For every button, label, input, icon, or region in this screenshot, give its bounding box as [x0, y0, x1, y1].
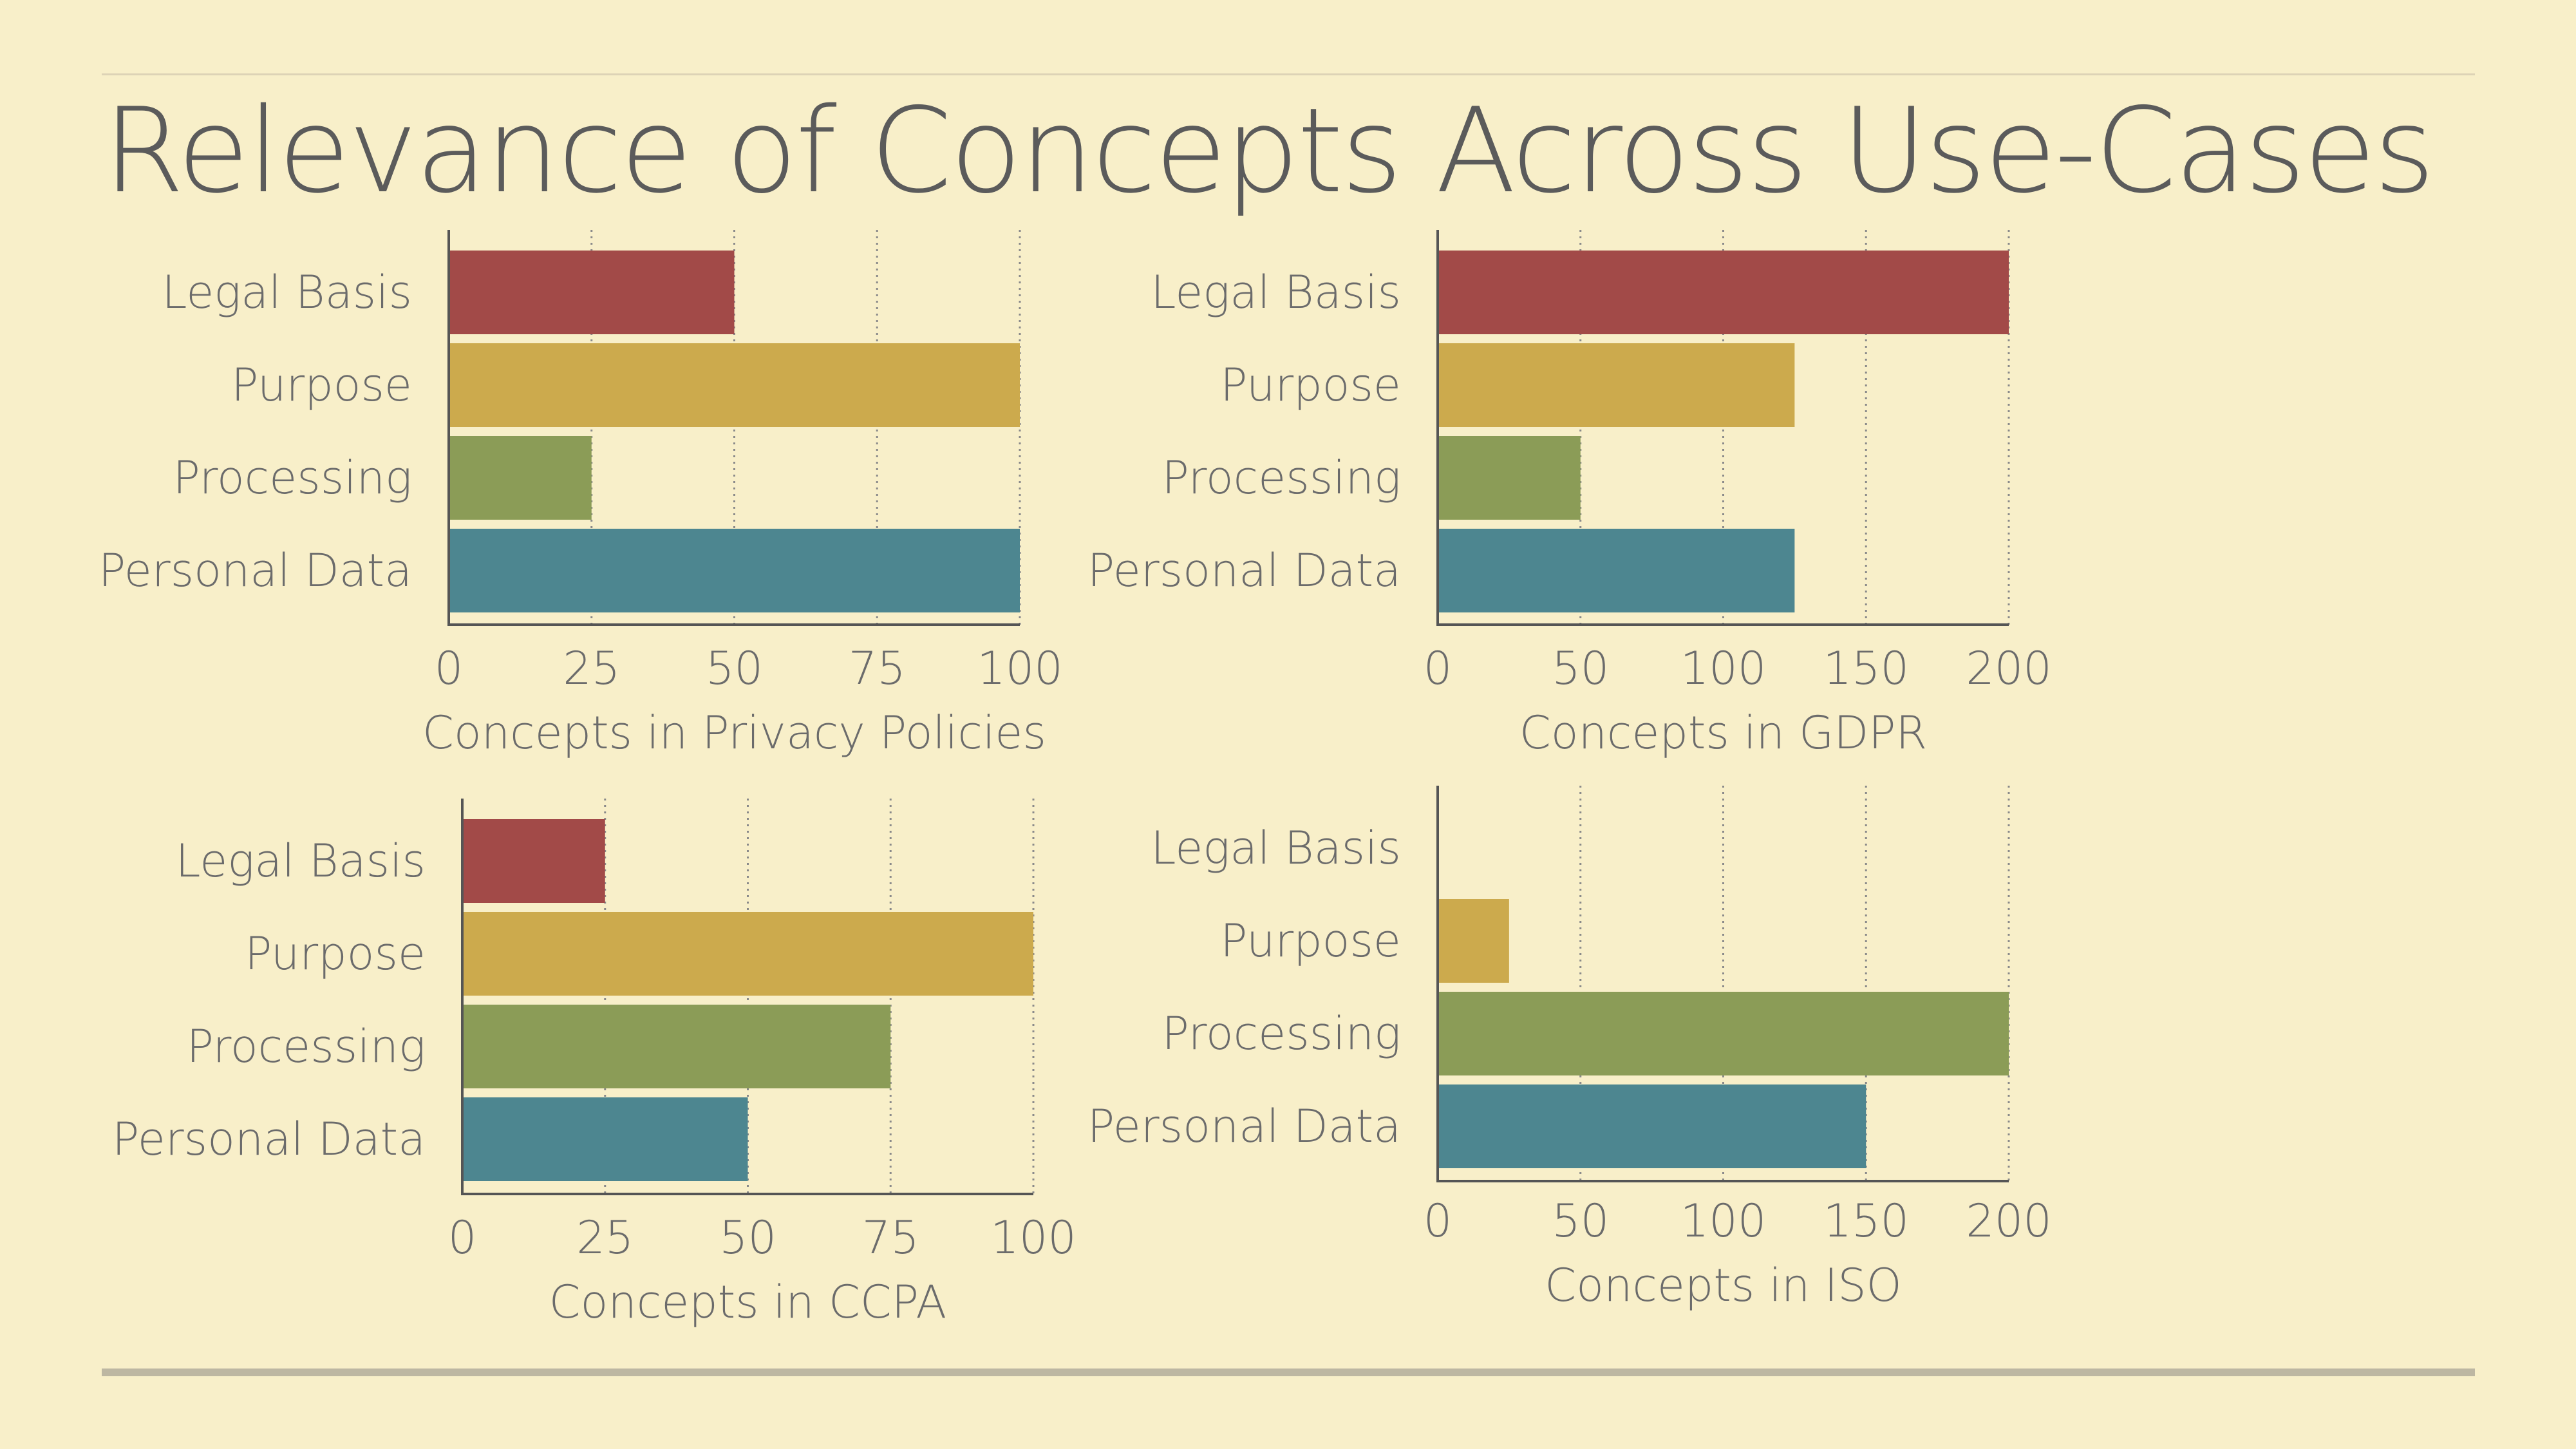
x-tick-label: 0 [1424, 642, 1453, 695]
bar-legal-basis [449, 251, 735, 334]
x-axis-title: Concepts in ISO [1545, 1259, 1901, 1312]
category-label: Legal Basis [175, 835, 426, 887]
x-tick-label: 50 [1552, 1195, 1609, 1247]
x-tick-label: 0 [1424, 1195, 1453, 1247]
bar-legal-basis [1438, 251, 2009, 334]
chart-gdpr: Legal Basis Purpose Processing Personal Dat… [1087, 230, 2052, 759]
x-tick-label: 75 [849, 642, 906, 695]
x-tick-label: 0 [435, 642, 464, 695]
x-tick-label: 200 [1966, 1195, 2052, 1247]
x-tick-label: 75 [862, 1211, 919, 1264]
bar-legal-basis [462, 819, 605, 903]
category-label: Personal Data [112, 1113, 426, 1166]
category-label: Processing [1162, 451, 1401, 504]
bar-processing [1438, 992, 2009, 1075]
slide-title: Relevance of Concepts Across Use-Cases [103, 82, 2435, 219]
bottom-divider [102, 1368, 2475, 1376]
bar-purpose [449, 343, 1020, 427]
bar-purpose [1438, 343, 1795, 427]
category-label: Purpose [245, 927, 426, 980]
chart-privacy-policies: Legal Basis Purpose Processing Personal Dat… [99, 230, 1063, 759]
bar-personal-data [1438, 529, 1795, 612]
category-label: Legal Basis [1151, 822, 1401, 875]
category-label: Processing [187, 1020, 426, 1073]
category-label: Legal Basis [162, 266, 412, 319]
x-tick-label: 50 [1552, 642, 1609, 695]
chart-iso: Legal Basis Purpose Processing Personal Dat… [1087, 786, 2052, 1312]
category-label: Purpose [1220, 359, 1401, 412]
bar-personal-data [1438, 1084, 1866, 1168]
bar-processing [1438, 436, 1581, 520]
category-label: Processing [1162, 1007, 1401, 1060]
x-axis-title: Concepts in Privacy Policies [422, 706, 1046, 759]
bar-processing [462, 1005, 891, 1088]
x-tick-label: 150 [1823, 1195, 1909, 1247]
category-label: Purpose [231, 359, 412, 412]
bar-purpose [1438, 899, 1509, 983]
x-tick-label: 200 [1966, 642, 2052, 695]
x-tick-label: 25 [563, 642, 620, 695]
category-label: Personal Data [99, 544, 412, 597]
bar-purpose [462, 912, 1033, 996]
x-tick-label: 100 [990, 1211, 1076, 1264]
x-tick-label: 100 [977, 642, 1063, 695]
bar-personal-data [462, 1097, 748, 1181]
category-label: Legal Basis [1151, 266, 1401, 319]
x-tick-label: 50 [719, 1211, 776, 1264]
x-tick-label: 0 [448, 1211, 477, 1264]
x-axis-title: Concepts in CCPA [549, 1276, 947, 1329]
category-label: Personal Data [1087, 544, 1401, 597]
x-tick-label: 150 [1823, 642, 1909, 695]
bar-personal-data [449, 529, 1020, 612]
category-label: Personal Data [1087, 1100, 1401, 1153]
top-divider [102, 73, 2475, 75]
x-tick-label: 100 [1680, 1195, 1767, 1247]
category-label: Processing [173, 451, 412, 504]
x-tick-label: 25 [576, 1211, 634, 1264]
bar-processing [449, 436, 592, 520]
x-tick-label: 100 [1680, 642, 1767, 695]
chart-ccpa: Legal Basis Purpose Processing Personal Dat… [112, 799, 1076, 1329]
x-axis-title: Concepts in GDPR [1519, 706, 1927, 759]
category-label: Purpose [1220, 914, 1401, 967]
x-tick-label: 50 [706, 642, 763, 695]
